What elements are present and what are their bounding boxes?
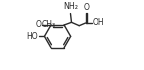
Text: OH: OH xyxy=(93,18,104,27)
Text: NH₂: NH₂ xyxy=(63,2,78,11)
Text: O: O xyxy=(83,3,89,12)
Text: CH₃: CH₃ xyxy=(41,20,55,29)
Text: O: O xyxy=(36,20,42,29)
Text: HO: HO xyxy=(27,32,38,41)
